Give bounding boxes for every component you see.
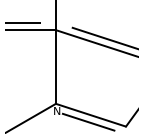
Text: N: N: [53, 107, 61, 117]
